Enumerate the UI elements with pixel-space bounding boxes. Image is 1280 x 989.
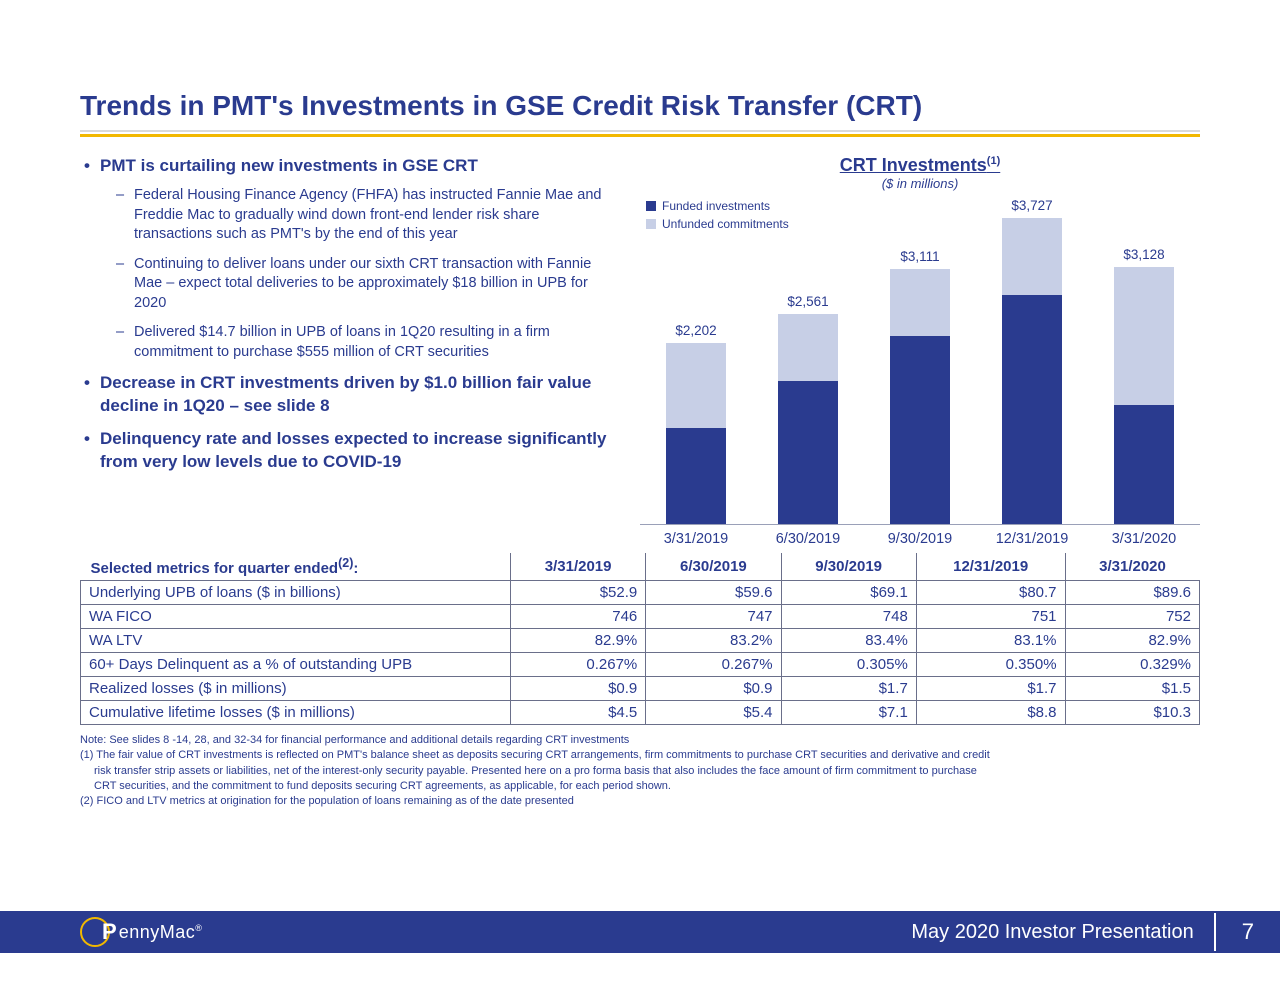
- table-cell: 748: [781, 605, 916, 629]
- table-cell: 747: [646, 605, 781, 629]
- bar-segment-unfunded: [1002, 218, 1062, 295]
- table-cell: 746: [511, 605, 646, 629]
- table-cell: 751: [916, 605, 1065, 629]
- table-column-header: 6/30/2019: [646, 553, 781, 581]
- table-cell: $7.1: [781, 701, 916, 725]
- table-cell: $1.5: [1065, 677, 1199, 701]
- xaxis-label: 3/31/2019: [650, 531, 742, 547]
- row-label: Cumulative lifetime losses ($ in million…: [81, 701, 511, 725]
- slide-footer: P ennyMac® May 2020 Investor Presentatio…: [0, 911, 1280, 953]
- table-row: Cumulative lifetime losses ($ in million…: [81, 701, 1200, 725]
- bar-segment-unfunded: [1114, 267, 1174, 405]
- table-cell: $89.6: [1065, 581, 1199, 605]
- table-header-label: Selected metrics for quarter ended(2):: [81, 553, 511, 581]
- bar-segment-funded: [1002, 295, 1062, 524]
- footnotes: Note: See slides 8 -14, 28, and 32-34 fo…: [80, 733, 1200, 808]
- bar-segment-unfunded: [778, 314, 838, 381]
- bar-total-label: $3,727: [1011, 198, 1052, 213]
- bar-group: $2,202: [660, 343, 732, 524]
- xaxis-label: 9/30/2019: [874, 531, 966, 547]
- table-column-header: 3/31/2020: [1065, 553, 1199, 581]
- row-label: Realized losses ($ in millions): [81, 677, 511, 701]
- table-cell: $59.6: [646, 581, 781, 605]
- table-cell: $0.9: [646, 677, 781, 701]
- table-cell: 0.305%: [781, 653, 916, 677]
- xaxis-label: 12/31/2019: [986, 531, 1078, 547]
- bar-segment-funded: [666, 428, 726, 524]
- table-column-header: 3/31/2019: [511, 553, 646, 581]
- bar-group: $2,561: [772, 314, 844, 524]
- sub-bullet-item: Continuing to deliver loans under our si…: [100, 255, 620, 314]
- footer-label: May 2020 Investor Presentation: [911, 921, 1213, 944]
- table-cell: $52.9: [511, 581, 646, 605]
- table-cell: $1.7: [781, 677, 916, 701]
- table-cell: 0.350%: [916, 653, 1065, 677]
- slide-title: Trends in PMT's Investments in GSE Credi…: [80, 90, 1200, 122]
- table-column-header: 12/31/2019: [916, 553, 1065, 581]
- table-cell: 83.4%: [781, 629, 916, 653]
- xaxis-label: 6/30/2019: [762, 531, 854, 547]
- table-cell: 0.267%: [646, 653, 781, 677]
- table-row: Realized losses ($ in millions)$0.9$0.9$…: [81, 677, 1200, 701]
- table-cell: $69.1: [781, 581, 916, 605]
- bar-total-label: $3,111: [900, 249, 939, 264]
- table-cell: $80.7: [916, 581, 1065, 605]
- table-cell: $0.9: [511, 677, 646, 701]
- row-label: Underlying UPB of loans ($ in billions): [81, 581, 511, 605]
- bar-total-label: $2,202: [675, 323, 716, 338]
- chart-subtitle: ($ in millions): [640, 176, 1200, 191]
- table-cell: 82.9%: [1065, 629, 1199, 653]
- table-row: WA LTV82.9%83.2%83.4%83.1%82.9%: [81, 629, 1200, 653]
- table-row: 60+ Days Delinquent as a % of outstandin…: [81, 653, 1200, 677]
- metrics-table-wrap: Selected metrics for quarter ended(2):3/…: [80, 553, 1200, 725]
- table-cell: $5.4: [646, 701, 781, 725]
- table-cell: 0.329%: [1065, 653, 1199, 677]
- table-row: Underlying UPB of loans ($ in billions)$…: [81, 581, 1200, 605]
- bar-group: $3,128: [1108, 267, 1180, 524]
- title-rule-grey: [80, 130, 1200, 132]
- table-cell: 0.267%: [511, 653, 646, 677]
- bar-segment-funded: [778, 381, 838, 524]
- chart-column: CRT Investments(1) ($ in millions) Funde…: [640, 155, 1200, 547]
- bar-segment-unfunded: [666, 343, 726, 428]
- row-label: 60+ Days Delinquent as a % of outstandin…: [81, 653, 511, 677]
- chart-xaxis: 3/31/2019 6/30/2019 9/30/2019 12/31/2019 3/3…: [640, 531, 1200, 547]
- table-row: WA FICO746747748751752: [81, 605, 1200, 629]
- table-cell: 83.1%: [916, 629, 1065, 653]
- row-label: WA LTV: [81, 629, 511, 653]
- bar-total-label: $2,561: [787, 294, 828, 309]
- bar-group: $3,727: [996, 218, 1068, 524]
- title-rule-gold: [80, 134, 1200, 137]
- table-cell: 752: [1065, 605, 1199, 629]
- bar-segment-funded: [1114, 405, 1174, 524]
- table-cell: 82.9%: [511, 629, 646, 653]
- table-cell: $4.5: [511, 701, 646, 725]
- xaxis-label: 3/31/2020: [1098, 531, 1190, 547]
- metrics-table: Selected metrics for quarter ended(2):3/…: [80, 553, 1200, 725]
- table-cell: 83.2%: [646, 629, 781, 653]
- bullet-item: Delinquency rate and losses expected to …: [80, 428, 620, 474]
- chart-title: CRT Investments(1): [640, 155, 1200, 176]
- table-cell: $1.7: [916, 677, 1065, 701]
- table-column-header: 9/30/2019: [781, 553, 916, 581]
- table-cell: $10.3: [1065, 701, 1199, 725]
- bar-group: $3,111: [884, 269, 956, 524]
- bullet-item: Decrease in CRT investments driven by $1…: [80, 372, 620, 418]
- row-label: WA FICO: [81, 605, 511, 629]
- bar-segment-unfunded: [890, 269, 950, 336]
- bullet-item: PMT is curtailing new investments in GSE…: [80, 155, 620, 362]
- page-number: 7: [1214, 913, 1280, 951]
- bullets-column: PMT is curtailing new investments in GSE…: [80, 155, 640, 547]
- logo-letter: P: [102, 919, 117, 945]
- bar-segment-funded: [890, 336, 950, 524]
- logo-text: ennyMac®: [119, 922, 203, 943]
- brand-logo: P ennyMac®: [80, 917, 202, 947]
- bar-total-label: $3,128: [1123, 247, 1164, 262]
- sub-bullet-item: Federal Housing Finance Agency (FHFA) ha…: [100, 186, 620, 245]
- table-cell: $8.8: [916, 701, 1065, 725]
- chart-plot: $2,202 $2,561 $3,111 $3,727 $3,128: [640, 205, 1200, 525]
- sub-bullet-item: Delivered $14.7 billion in UPB of loans …: [100, 323, 620, 362]
